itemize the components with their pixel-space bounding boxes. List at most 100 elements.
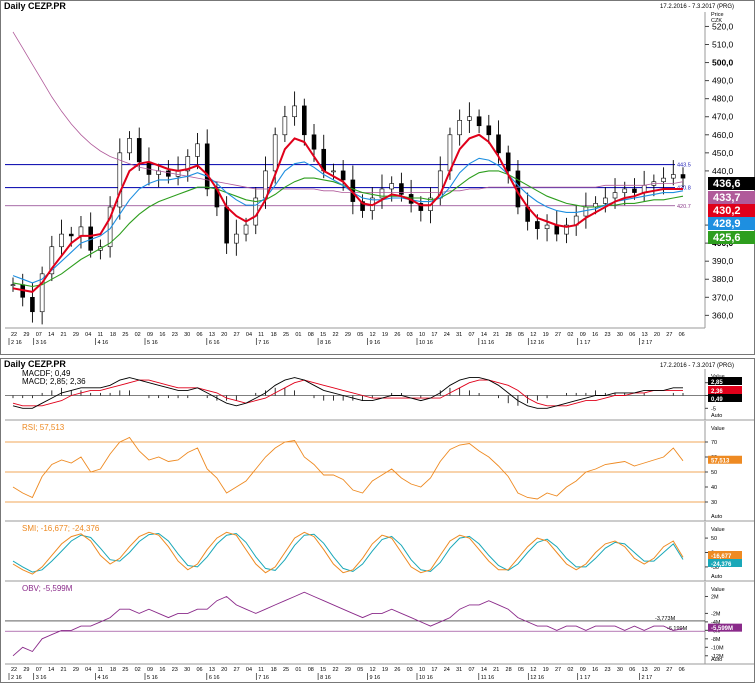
price-candle-body — [136, 138, 142, 163]
macd-auto-label: Auto — [711, 413, 722, 419]
last-value-badge — [708, 204, 755, 217]
rsi-tick-label: 70 — [711, 440, 717, 446]
x-month-label: 7 16 — [258, 340, 269, 346]
main-panel-frame — [0, 0, 755, 355]
last-value-text: 425,6 — [713, 232, 741, 244]
x-day-label: 29 — [23, 667, 29, 673]
price-candle-body — [185, 156, 191, 172]
x-day-label: 13 — [209, 667, 215, 673]
price-candle-body — [360, 201, 365, 211]
macd-badge-text: 2,36 — [711, 389, 723, 395]
x-day-label: 02 — [567, 667, 573, 673]
price-candle-body — [292, 105, 297, 118]
x-day-label: 21 — [493, 332, 499, 338]
price-tick-label: 470,0 — [712, 112, 734, 122]
price-tick-label: 450,0 — [712, 148, 734, 158]
currency-label: CZK — [711, 18, 722, 24]
price-candle-body — [195, 143, 200, 157]
x-day-label: 15 — [320, 667, 326, 673]
price-candle-body — [39, 273, 45, 313]
price-candle-body — [418, 203, 424, 211]
x-day-label: 30 — [617, 667, 623, 673]
x-day-label: 20 — [654, 332, 660, 338]
obv-tick-label: -4M — [711, 620, 721, 626]
x-day-label: 25 — [122, 332, 128, 338]
price-candle-body — [612, 192, 618, 199]
x-day-label: 23 — [604, 332, 610, 338]
x-month-label: 8 16 — [320, 340, 331, 346]
x-day-label: 01 — [295, 667, 301, 673]
price-candle-body — [544, 224, 550, 229]
x-day-label: 14 — [48, 667, 54, 673]
last-value-badge — [708, 231, 755, 244]
x-day-label: 02 — [135, 332, 141, 338]
price-candle-body — [30, 297, 35, 313]
x-day-label: 19 — [382, 332, 388, 338]
obv-tick-label: -12M — [711, 654, 724, 660]
obv-legend: OBV; -5,599M — [22, 584, 73, 593]
rsi-legend: RSI; 57,513 — [22, 423, 65, 432]
x-axis: 22 29 07 14 21 29 04 11 18 25 02 09 16 23 30 06 13 20 27 04… — [8, 332, 685, 681]
price-candle-body — [583, 206, 589, 217]
x-month-label: 7 16 — [258, 675, 269, 681]
x-month-label: 2 16 — [11, 340, 22, 346]
macd-legend: MACDF; 0,49 — [22, 369, 71, 378]
x-day-label: 11 — [98, 332, 104, 338]
x-month-label: 9 16 — [370, 675, 381, 681]
x-day-label: 27 — [234, 332, 240, 338]
price-candle-body — [302, 105, 307, 136]
price-candle-body — [146, 161, 152, 175]
x-month-label: 4 16 — [98, 675, 109, 681]
macd-legend-2: MACD; 2,85; 2,36 — [22, 377, 86, 386]
x-day-label: 09 — [580, 667, 586, 673]
x-day-label: 20 — [654, 667, 660, 673]
x-day-label: 18 — [110, 332, 116, 338]
level-label: 420.7 — [677, 204, 691, 210]
price-tick-label: 360,0 — [712, 310, 734, 320]
price-candle-body — [59, 233, 64, 248]
x-month-label: 1 17 — [580, 675, 591, 681]
x-day-label: 30 — [184, 667, 190, 673]
x-day-label: 04 — [85, 332, 91, 338]
x-day-label: 04 — [246, 667, 252, 673]
price-candle-body — [166, 170, 171, 177]
x-day-label: 11 — [258, 667, 264, 673]
macd-badge — [708, 394, 742, 402]
x-day-label: 06 — [629, 332, 635, 338]
macd-signal-line — [12, 379, 683, 407]
obv-level-label: -3,773M — [655, 616, 676, 622]
x-day-label: 09 — [147, 332, 153, 338]
smi-legend: SMI; -16,677; -24,376 — [22, 524, 100, 533]
smi-tick-label: -50 — [711, 565, 719, 571]
x-day-label: 02 — [135, 667, 141, 673]
x-day-label: 16 — [592, 667, 598, 673]
price-candle-body — [399, 183, 404, 195]
x-day-label: 05 — [518, 667, 524, 673]
x-month-label: 2 17 — [642, 340, 653, 346]
x-month-label: 2 16 — [11, 675, 22, 681]
x-day-label: 29 — [345, 667, 351, 673]
smi-d-line — [12, 532, 684, 573]
price-tick-label: 480,0 — [712, 94, 734, 104]
last-value-text: 430,2 — [713, 205, 741, 217]
price-candle-body — [505, 152, 511, 172]
x-day-label: 04 — [85, 667, 91, 673]
x-day-label: 15 — [320, 332, 326, 338]
x-day-label: 14 — [481, 332, 487, 338]
x-month-label: 5 16 — [147, 340, 158, 346]
x-day-label: 24 — [444, 667, 450, 673]
x-day-label: 17 — [431, 332, 437, 338]
x-month-label: 6 16 — [209, 675, 220, 681]
x-day-label: 12 — [370, 667, 376, 673]
ma-blue-line — [12, 157, 684, 284]
obv-tick-label: -8M — [711, 637, 721, 643]
x-day-label: 23 — [172, 332, 178, 338]
last-value-badge — [708, 217, 755, 230]
x-day-label: 05 — [357, 667, 363, 673]
x-day-label: 07 — [36, 332, 42, 338]
x-day-label: 13 — [642, 332, 648, 338]
obv-auto-label: Auto — [711, 657, 722, 663]
price-candle-body — [234, 233, 239, 244]
x-day-label: 04 — [246, 332, 252, 338]
